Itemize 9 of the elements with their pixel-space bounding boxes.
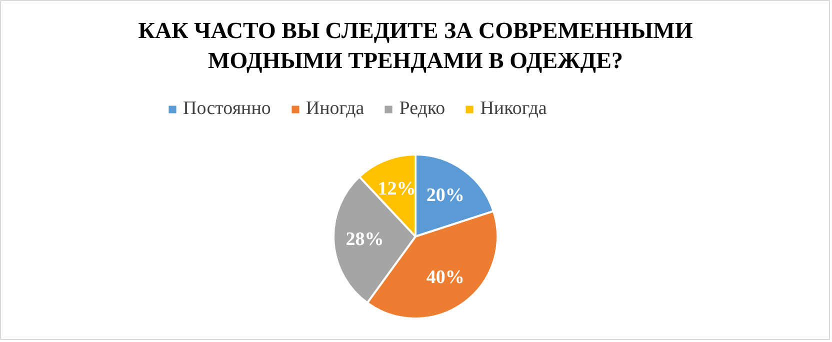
legend-label: Никогда <box>480 98 547 120</box>
chart-title: КАК ЧАСТО ВЫ СЛЕДИТЕ ЗА СОВРЕМЕННЫМИ МОДНЫМИ ТРЕНДАМИ В ОДЕЖДЕ? <box>138 18 693 73</box>
legend-label: Постоянно <box>183 98 271 120</box>
data-label: 40% <box>426 267 464 288</box>
legend-label: Иногда <box>306 98 364 120</box>
data-label: 20% <box>426 184 464 206</box>
data-label: 28% <box>346 229 384 250</box>
legend-label: Редко <box>399 98 446 120</box>
data-label: 12% <box>378 178 416 200</box>
